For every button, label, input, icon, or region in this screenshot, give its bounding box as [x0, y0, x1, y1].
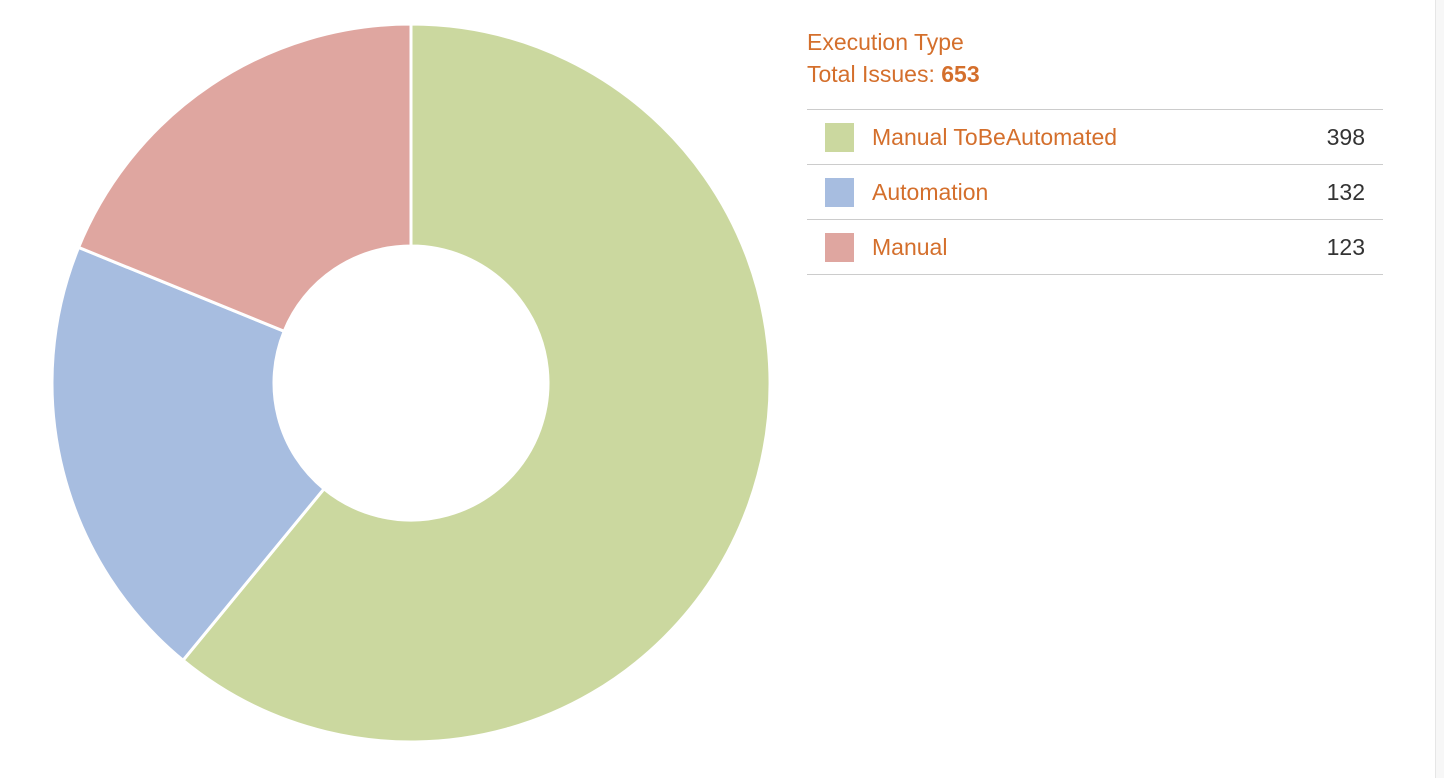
legend-label[interactable]: Automation: [872, 178, 989, 205]
legend-swatch-manual: [825, 232, 854, 262]
legend-row[interactable]: Manual ToBeAutomated 398: [807, 110, 1383, 165]
total-value: 653: [941, 61, 980, 87]
donut-chart: [50, 22, 772, 744]
legend-label[interactable]: Manual ToBeAutomated: [872, 123, 1118, 150]
legend-row[interactable]: Manual 123: [807, 220, 1383, 275]
legend-table: Manual ToBeAutomated 398 Automation 132 …: [807, 109, 1383, 275]
donut-slice-manual-tobeautomated[interactable]: [180, 22, 772, 744]
donut-slice-automation[interactable]: [50, 245, 327, 663]
scrollbar-track[interactable]: [1435, 0, 1444, 778]
legend-label[interactable]: Manual: [872, 233, 948, 260]
total-label: Total Issues:: [807, 61, 935, 87]
legend-count: 123: [1326, 233, 1365, 260]
legend-count: 132: [1326, 178, 1365, 205]
donut-slice-manual[interactable]: [76, 22, 413, 334]
legend-count: 398: [1326, 123, 1365, 150]
chart-title: Execution Type: [807, 29, 964, 55]
legend-row[interactable]: Automation 132: [807, 165, 1383, 220]
legend-swatch-manual-tobeautomated: [825, 122, 854, 152]
legend-panel: Execution Type Total Issues: 653 Manual …: [807, 26, 1383, 275]
legend-swatch-automation: [825, 177, 854, 207]
total-issues: Total Issues: 653: [807, 58, 1383, 90]
